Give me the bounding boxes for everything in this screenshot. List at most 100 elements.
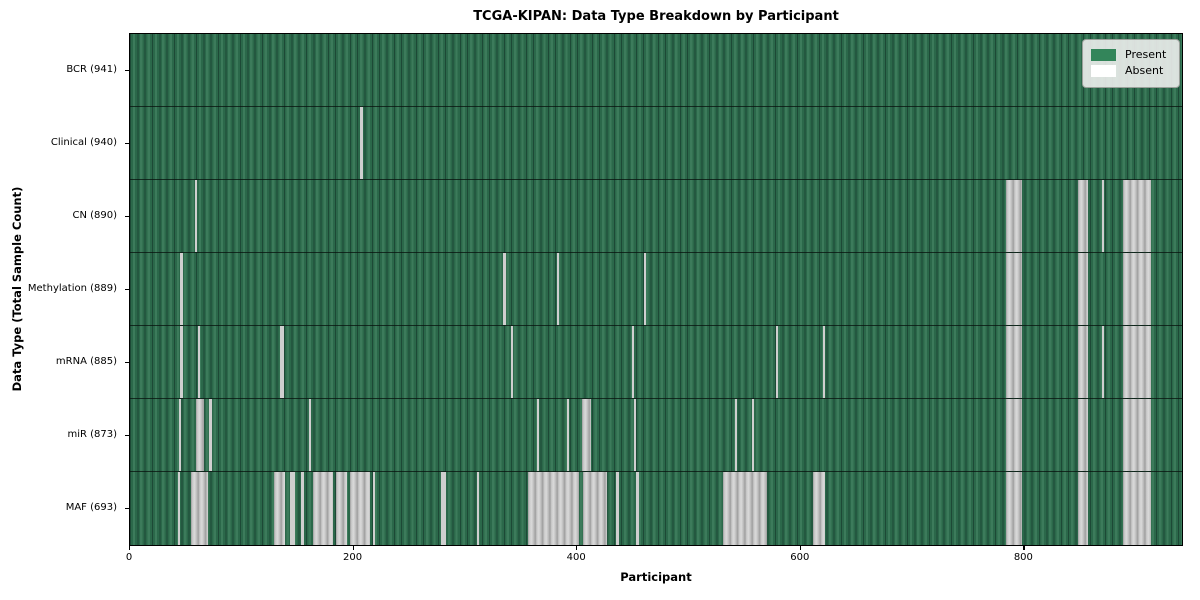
legend-item-present: Present [1091, 48, 1170, 62]
heatmap-row-methylation [130, 253, 1182, 326]
x-axis-label: Participant [620, 570, 692, 584]
absent-stripe [1122, 253, 1151, 325]
absent-stripe [179, 399, 182, 471]
y-tick-label-cn: CN (890) [72, 210, 117, 221]
absent-stripe [536, 399, 540, 471]
heatmap-row-maf [130, 472, 1182, 545]
y-tick-mark [125, 215, 129, 217]
absent-stripe [1122, 180, 1151, 252]
x-tick-label-200: 200 [343, 552, 363, 563]
absent-stripe [1078, 180, 1089, 252]
absent-stripe [1006, 399, 1023, 471]
absent-stripe [1122, 399, 1151, 471]
y-tick-mark [125, 142, 129, 144]
y-tick-label-clinical: Clinical (940) [50, 137, 117, 148]
x-tick-mark [352, 546, 354, 550]
absent-stripe [180, 326, 183, 398]
y-tick-label-bcr: BCR (941) [66, 64, 117, 75]
absent-stripe [1078, 253, 1089, 325]
absent-stripe [178, 472, 181, 545]
plot-area [129, 33, 1183, 546]
absent-stripe [776, 326, 779, 398]
absent-stripe [195, 399, 204, 471]
y-tick-label-methylation: Methylation (889) [27, 283, 117, 294]
heatmap-row-mrna [130, 326, 1182, 399]
legend: Present Absent [1082, 39, 1180, 88]
absent-stripe [722, 472, 768, 545]
heatmap-row-cn [130, 180, 1182, 253]
absent-stripe [511, 326, 514, 398]
absent-stripe [209, 399, 212, 471]
absent-stripe [191, 472, 209, 545]
x-tick-label-800: 800 [1013, 552, 1033, 563]
heatmap-row-bcr [130, 34, 1182, 107]
x-tick-mark [576, 546, 578, 550]
present-swatch [1091, 49, 1116, 61]
absent-stripe [581, 399, 591, 471]
absent-stripe [308, 399, 312, 471]
x-tick-label-0: 0 [125, 552, 133, 563]
absent-stripe [616, 472, 619, 545]
absent-stripe [1006, 253, 1023, 325]
absent-stripe [1101, 326, 1104, 398]
x-axis-ticks: 0 200 400 600 800 [125, 546, 1183, 568]
x-tick-label-400: 400 [566, 552, 586, 563]
absent-stripe [279, 326, 285, 398]
absent-stripe [734, 399, 738, 471]
y-tick-label-maf: MAF (693) [65, 502, 117, 513]
absent-stripe [360, 107, 363, 179]
absent-stripe [751, 399, 754, 471]
absent-stripe [476, 472, 479, 545]
absent-stripe [582, 472, 608, 545]
absent-swatch [1091, 65, 1116, 77]
absent-stripe [503, 253, 506, 325]
absent-stripe [440, 472, 447, 545]
absent-stripe [313, 472, 334, 545]
y-axis-ticks: BCR (941) Clinical (940) CN (890) Methylati… [0, 33, 129, 546]
absent-stripe [1122, 326, 1151, 398]
x-tick-label-600: 600 [790, 552, 810, 563]
legend-label-present: Present [1125, 48, 1167, 61]
absent-stripe [180, 253, 183, 325]
absent-stripe [335, 472, 347, 545]
absent-stripe [1122, 472, 1151, 545]
absent-stripe [1078, 326, 1089, 398]
absent-stripe [1006, 180, 1023, 252]
y-tick-mark [125, 288, 129, 290]
heatmap-row-mir [130, 399, 1182, 472]
y-tick-mark [125, 361, 129, 363]
chart-title: TCGA-KIPAN: Data Type Breakdown by Parti… [473, 9, 839, 24]
absent-stripe [198, 326, 201, 398]
absent-stripe [1078, 399, 1089, 471]
y-tick-label-mir: miR (873) [67, 429, 117, 440]
y-tick-label-mrna: mRNA (885) [55, 356, 117, 367]
x-tick-mark [1023, 546, 1025, 550]
absent-stripe [636, 472, 639, 545]
absent-stripe [527, 472, 580, 545]
absent-stripe [567, 399, 570, 471]
y-tick-mark [125, 507, 129, 509]
absent-stripe [350, 472, 371, 545]
heatmap-row-clinical [130, 107, 1182, 180]
absent-stripe [289, 472, 296, 545]
x-tick-mark [129, 546, 131, 550]
absent-stripe [274, 472, 286, 545]
absent-stripe [372, 472, 375, 545]
x-tick-mark [799, 546, 801, 550]
y-tick-mark [125, 69, 129, 71]
absent-stripe [1078, 472, 1089, 545]
absent-stripe [631, 326, 635, 398]
absent-stripe [194, 180, 198, 252]
absent-stripe [1101, 180, 1104, 252]
y-tick-mark [125, 434, 129, 436]
absent-stripe [634, 399, 637, 471]
absent-stripe [644, 253, 647, 325]
absent-stripe [823, 326, 826, 398]
absent-stripe [301, 472, 305, 545]
absent-stripe [1006, 472, 1023, 545]
absent-stripe [813, 472, 826, 545]
legend-label-absent: Absent [1125, 64, 1164, 77]
legend-item-absent: Absent [1091, 64, 1170, 78]
absent-stripe [557, 253, 560, 325]
